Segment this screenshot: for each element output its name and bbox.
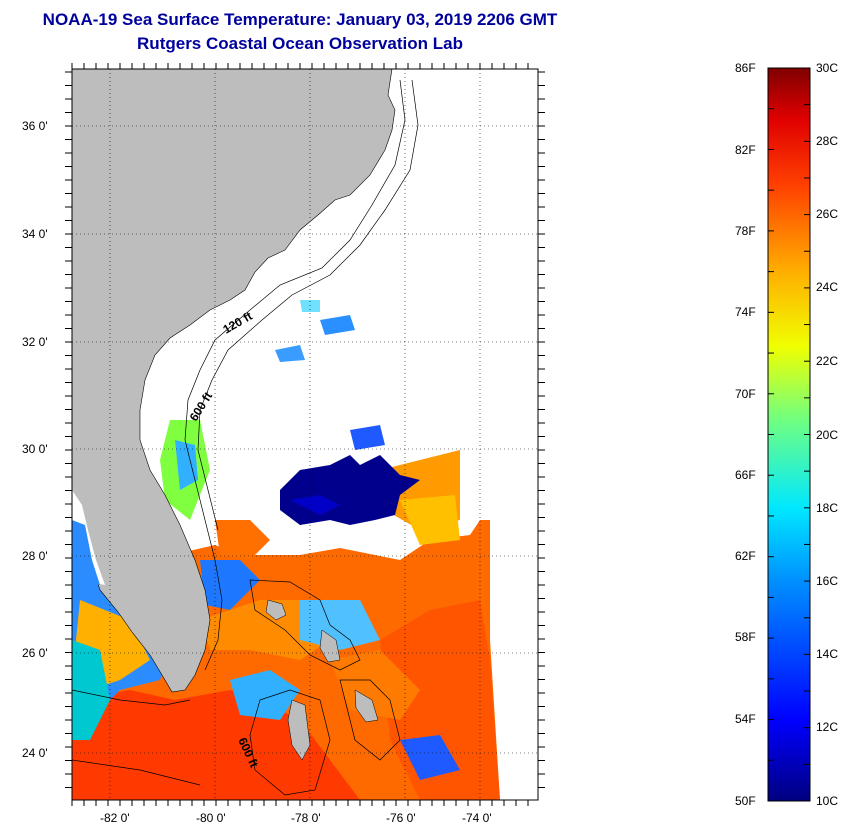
cb-label-12c: 12C [816,720,839,734]
color-bar [767,67,811,802]
gulf-sst [72,520,100,585]
lon-label-82: -82 0' [100,811,130,825]
cb-label-14c: 14C [816,647,839,661]
sst-field [72,300,500,800]
cb-label-50f: 50F [735,794,756,808]
cb-label-20c: 20C [816,428,839,442]
lon-label-76: -76 0' [386,811,416,825]
map-frame [71,68,539,801]
cb-label-82f: 82F [735,143,756,157]
lat-label-26: 26 0' [22,646,48,660]
lat-label-24: 24 0' [22,746,48,760]
tick-marks [65,63,545,806]
cb-label-62f: 62F [735,549,756,563]
cb-label-58f: 58F [735,630,756,644]
cb-label-18c: 18C [816,501,839,515]
map-plot-area: 120 ft 600 ft 600 ft [72,69,538,800]
lat-label-32: 32 0' [22,335,48,349]
cb-label-16c: 16C [816,574,839,588]
cb-label-28c: 28C [816,134,839,148]
cb-label-54f: 54F [735,712,756,726]
lat-label-28: 28 0' [22,549,48,563]
cb-label-70f: 70F [735,387,756,401]
color-bar-ticks [768,67,810,802]
cb-label-24c: 24C [816,280,839,294]
lon-label-78: -78 0' [291,811,321,825]
lat-label-36: 36 0' [22,119,48,133]
cb-label-30c: 30C [816,61,839,75]
map-title: NOAA-19 Sea Surface Temperature: January… [42,10,558,29]
graticule [72,69,538,800]
cb-label-10c: 10C [816,794,839,808]
cb-label-66f: 66F [735,468,756,482]
map-subtitle: Rutgers Coastal Ocean Observation Lab [137,34,463,53]
longitude-labels: -82 0' -80 0' -78 0' -76 0' -74 0' [100,811,492,825]
cb-label-22c: 22C [816,354,839,368]
lat-label-34: 34 0' [22,227,48,241]
latitude-labels: 36 0' 34 0' 32 0' 30 0' 28 0' 26 0' 24 0… [22,119,48,760]
lon-label-74: -74 0' [462,811,492,825]
bahamas-islands [265,599,379,761]
cb-label-86f: 86F [735,61,756,75]
lon-label-80: -80 0' [196,811,226,825]
cb-label-78f: 78F [735,224,756,238]
cb-label-26c: 26C [816,207,839,221]
land-mass [72,69,396,693]
cb-label-74f: 74F [735,305,756,319]
lat-label-30: 30 0' [22,442,48,456]
